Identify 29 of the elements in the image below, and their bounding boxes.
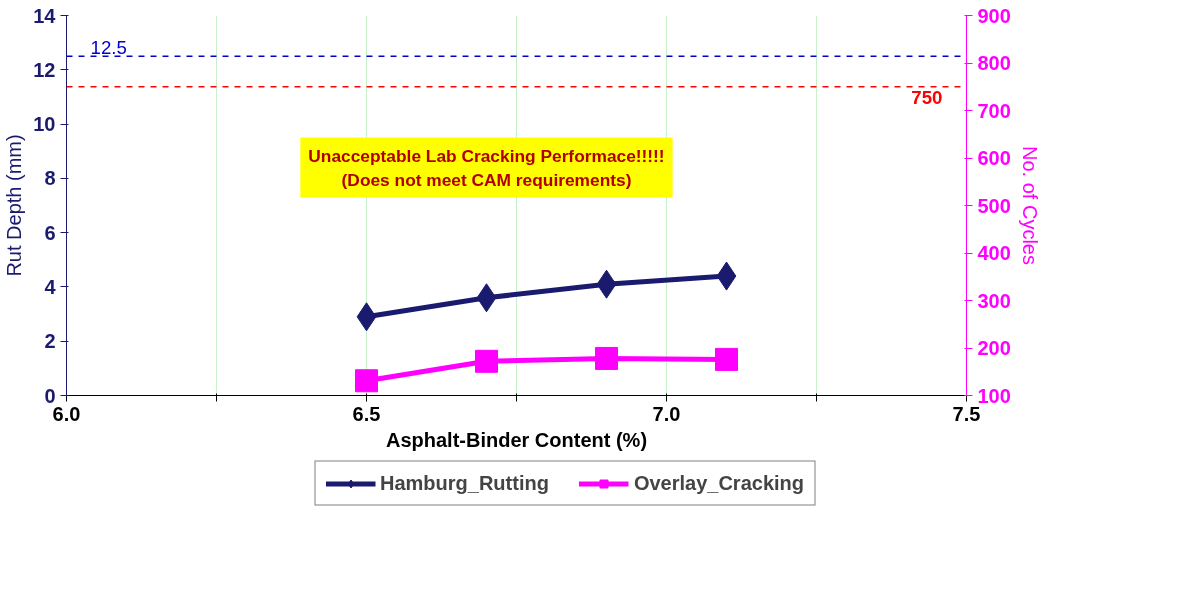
x-tick-label: 7.0 [652, 402, 681, 425]
y-tick-label: 12 [33, 58, 56, 81]
y2-tick-label: 300 [977, 289, 1011, 312]
y2-tick-label: 600 [977, 147, 1011, 169]
annotation: Unacceptable Lab Cracking Performace!!!!! (Does not meet CAM requirements) [308, 145, 665, 190]
y2-tick-label: 500 [977, 194, 1011, 217]
y-tick-label: 2 [44, 330, 56, 353]
point [596, 269, 617, 299]
y2-tick-label: 800 [977, 52, 1011, 74]
ref-line-label: 12.5 [90, 37, 127, 59]
y-tick-label: 6 [44, 221, 56, 244]
y-tick-label: 10 [33, 113, 56, 136]
point [476, 283, 497, 313]
x-tick-label: 6.5 [352, 402, 381, 425]
y2-tick-label: 200 [977, 337, 1011, 359]
y-tick-label: 8 [44, 167, 56, 190]
y2-tick-label: 900 [977, 4, 1011, 27]
y2-axis-title: No. of Cycles [1018, 146, 1041, 265]
legend-label: Overlay_Cracking [633, 471, 804, 495]
y2-tick-label: 400 [977, 242, 1011, 264]
ref-line-label: 750 [911, 86, 943, 108]
point [356, 302, 377, 332]
point [716, 261, 737, 291]
y2-tick-label: 700 [977, 99, 1011, 122]
legend-label: Hamburg_Rutting [380, 471, 549, 495]
y-axis-title: Rut Depth (mm) [3, 134, 26, 277]
y-tick-label: 4 [44, 275, 57, 298]
x-axis-title: Asphalt-Binder Content (%) [385, 428, 648, 451]
y-tick-label: 14 [33, 4, 57, 27]
